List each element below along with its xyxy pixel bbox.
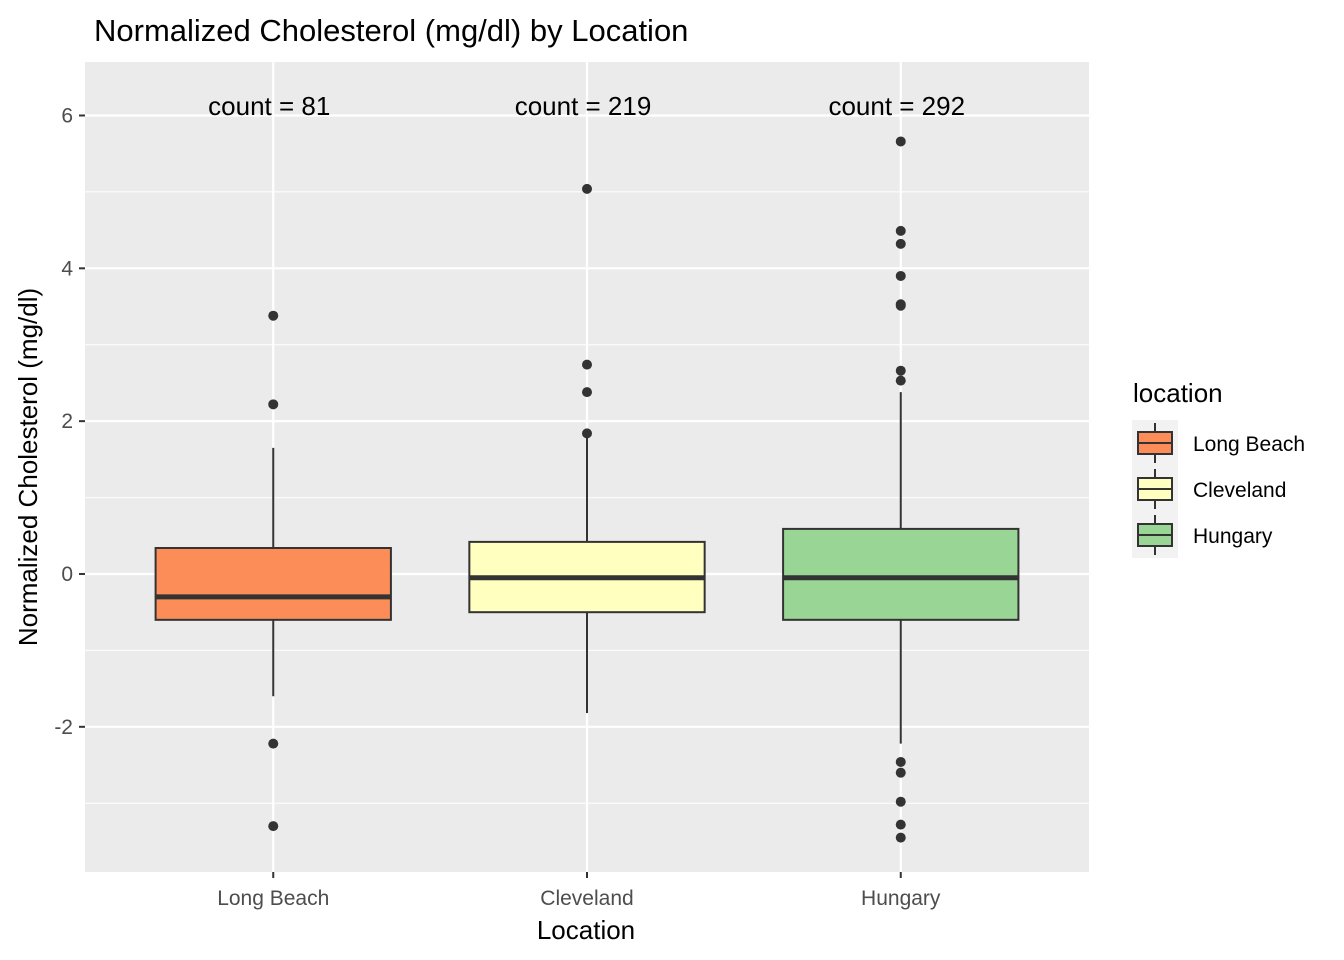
outlier-point [895, 756, 906, 767]
box-group [154, 310, 392, 832]
count-label: count = 81 [208, 91, 330, 121]
outlier-point [895, 375, 906, 386]
x-axis: Long Beach Cleveland Hungary [217, 872, 941, 910]
legend-label: Hungary [1193, 525, 1273, 548]
legend-title: location [1133, 378, 1223, 408]
y-tick-label: -2 [54, 716, 73, 739]
outlier-point [895, 270, 906, 281]
outlier-point [582, 359, 592, 370]
outlier-point [268, 821, 279, 832]
y-tick-label: 4 [61, 257, 73, 280]
box-iqr [154, 547, 392, 621]
box-group [468, 183, 706, 714]
legend-item: Cleveland [1137, 469, 1286, 509]
outlier-point [582, 428, 592, 439]
y-axis: -2 0 2 4 6 [54, 104, 85, 739]
boxes [154, 136, 1020, 843]
chart-title: Normalized Cholesterol (mg/dl) by Locati… [94, 13, 688, 48]
x-tick-label: Hungary [861, 887, 941, 910]
count-label: count = 219 [515, 91, 652, 121]
outlier-point [895, 225, 906, 236]
legend-label: Cleveland [1193, 479, 1286, 502]
outlier-point [895, 819, 906, 830]
outlier-point [582, 387, 592, 398]
box-iqr [782, 527, 1020, 621]
outlier-point [895, 767, 906, 778]
x-tick-label: Cleveland [540, 887, 633, 910]
outlier-point [895, 300, 906, 311]
legend-item: Long Beach [1137, 423, 1305, 463]
box-group [782, 136, 1020, 843]
outlier-point [895, 832, 906, 843]
legend-label: Long Beach [1193, 433, 1305, 456]
outlier-point [895, 365, 906, 376]
x-tick-label: Long Beach [217, 887, 329, 910]
y-tick-label: 6 [61, 104, 73, 127]
outlier-point [895, 796, 906, 807]
count-label: count = 292 [828, 91, 965, 121]
outlier-point [268, 399, 279, 410]
x-axis-title: Location [537, 915, 635, 945]
legend: location Long Beach Cleveland Hungary [1132, 378, 1305, 558]
legend-item: Hungary [1137, 515, 1273, 555]
y-tick-label: 0 [61, 563, 73, 586]
outlier-point [895, 136, 906, 147]
outlier-point [582, 183, 592, 194]
y-tick-label: 2 [61, 410, 73, 433]
outlier-point [268, 738, 279, 749]
outlier-point [895, 238, 906, 249]
count-labels: count = 81 count = 219 count = 292 [208, 91, 965, 121]
y-axis-title: Normalized Cholesterol (mg/dl) [13, 288, 43, 646]
outlier-point [268, 310, 279, 321]
